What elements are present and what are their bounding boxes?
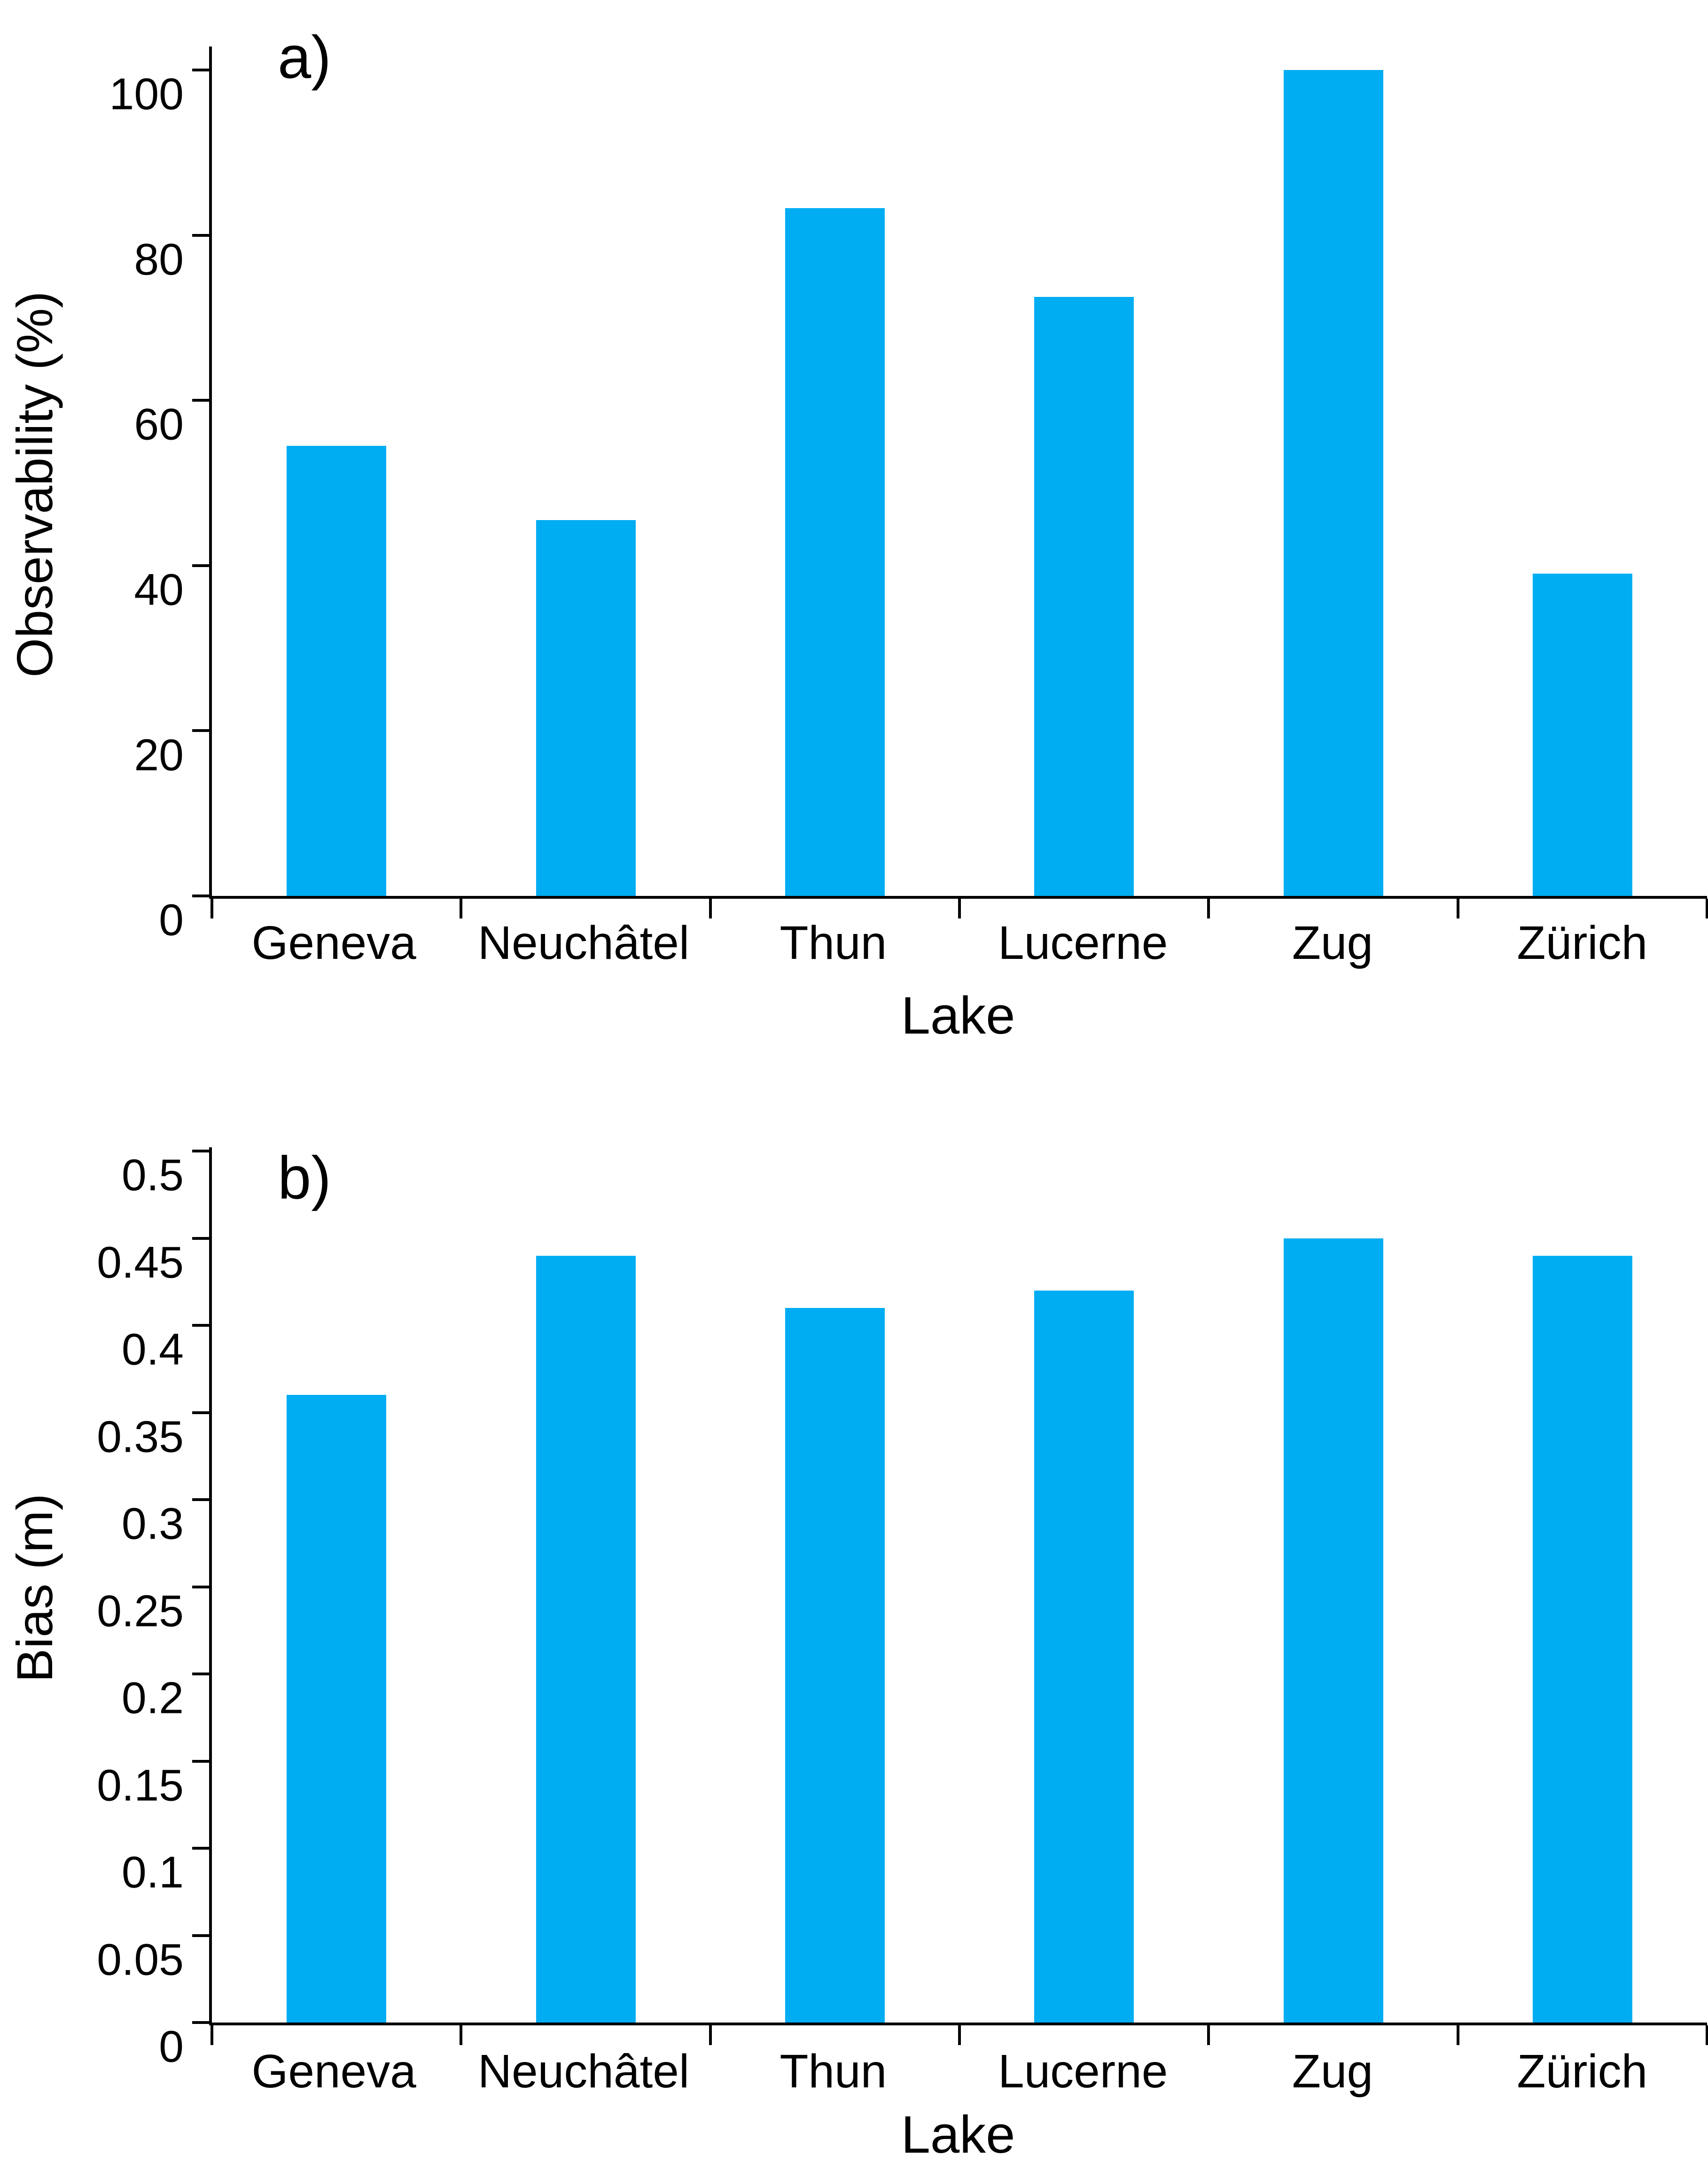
x-axis-tick	[709, 899, 712, 918]
x-category-label-zug: Zug	[1292, 917, 1373, 969]
y-axis-tick	[192, 1759, 209, 1763]
y-tick-label: 0.25	[97, 1586, 184, 1636]
x-axis-tick	[460, 899, 463, 918]
panel-b-letter: b)	[278, 1144, 331, 1212]
x-category-label-zurich: Zürich	[1517, 917, 1648, 969]
y-axis-line-extension	[209, 47, 212, 70]
y-axis-tick	[192, 564, 209, 567]
y-axis-tick	[192, 1585, 209, 1588]
bar-lucerne	[1034, 1290, 1134, 2023]
x-category-label-lucerne: Lucerne	[998, 2045, 1168, 2098]
y-tick-label: 0.3	[121, 1499, 184, 1549]
x-axis-tick	[211, 899, 213, 918]
y-tick-label: 0.1	[121, 1847, 184, 1898]
x-axis-tick	[709, 2025, 712, 2045]
x-axis-tick	[1207, 2025, 1210, 2045]
y-axis-tick	[192, 1150, 209, 1152]
x-category-label-geneva: Geneva	[251, 2045, 416, 2098]
x-axis-tick	[1706, 2025, 1708, 2045]
x-category-label-zug: Zug	[1292, 2045, 1373, 2098]
bar-lucerne	[1034, 297, 1134, 896]
y-tick-label: 0.5	[121, 1150, 184, 1200]
y-tick-label: 100	[109, 69, 184, 119]
x-category-labels-b: Geneva Neuchâtel Thun Lucerne Zug Zürich	[209, 2045, 1707, 2099]
bar-zurich	[1532, 574, 1632, 896]
y-tick-label: 0.2	[121, 1673, 184, 1723]
y-axis-tick	[192, 399, 209, 402]
bar-zug	[1283, 1238, 1383, 2023]
bar-neuchatel	[536, 1255, 636, 2023]
x-axis-tick	[1456, 899, 1459, 918]
y-axis-title-bias: Bias (m)	[6, 1494, 63, 1683]
x-axis-tick	[460, 2025, 463, 2045]
y-axis-tick	[192, 1237, 209, 1240]
bar-thun	[785, 1307, 885, 2023]
x-category-labels-a: Geneva Neuchâtel Thun Lucerne Zug Zürich	[209, 916, 1707, 970]
x-category-label-thun: Thun	[780, 2045, 887, 2098]
y-tick-label: 40	[134, 565, 184, 615]
bar-zug	[1283, 70, 1383, 896]
x-axis-title-lake-a: Lake	[901, 986, 1015, 1045]
y-tick-label: 0.4	[121, 1324, 184, 1375]
x-axis-tick	[1207, 899, 1210, 918]
y-axis-tick	[192, 2021, 209, 2024]
y-axis-tick	[192, 729, 209, 732]
y-tick-label: 60	[134, 399, 184, 450]
bar-neuchatel	[536, 520, 636, 896]
plot-area-a: a) 0 20 40 60 80 100	[109, 28, 1708, 942]
y-tick-label: 0.15	[97, 1760, 184, 1811]
y-tick-label: 0.05	[97, 1935, 184, 1985]
y-tick-label: 80	[134, 234, 184, 285]
x-category-label-zurich: Zürich	[1517, 2045, 1648, 2098]
y-axis-tick	[192, 1934, 209, 1937]
y-axis-tick	[192, 1498, 209, 1501]
bar-zurich	[1532, 1255, 1632, 2023]
y-tick-label: 0	[159, 895, 184, 945]
bar-geneva	[287, 1395, 387, 2023]
x-category-label-neuchatel: Neuchâtel	[477, 2045, 690, 2098]
x-axis-tick	[1456, 2025, 1459, 2045]
y-axis-tick	[192, 233, 209, 237]
y-axis-tick	[192, 1411, 209, 1414]
x-axis-tick	[211, 2025, 213, 2045]
y-tick-label: 0.35	[97, 1412, 184, 1462]
x-axis-title-lake-b: Lake	[901, 2105, 1015, 2163]
bar-thun	[785, 208, 885, 896]
y-axis-line-extension	[209, 1147, 212, 1151]
x-category-label-neuchatel: Neuchâtel	[477, 917, 690, 969]
y-axis-tick	[192, 1847, 209, 1850]
x-category-label-geneva: Geneva	[251, 917, 416, 969]
x-axis-tick	[1706, 899, 1708, 918]
x-category-label-lucerne: Lucerne	[998, 917, 1168, 969]
bar-geneva	[287, 445, 387, 896]
y-axis-tick	[192, 895, 209, 897]
y-axis-tick	[192, 1324, 209, 1327]
x-axis-tick	[958, 2025, 961, 2045]
y-tick-label: 20	[134, 730, 184, 780]
y-tick-label: 0.45	[97, 1237, 184, 1288]
plot-area-b: b) 0 0.05 0.1 0.15 0.2 0.25 0.3 0.35 0.4 0.45 0.5	[97, 1144, 1708, 2069]
panel-a-letter: a)	[278, 24, 331, 91]
y-tick-label: 0	[159, 2022, 184, 2072]
y-axis-tick	[192, 1673, 209, 1675]
x-axis-tick	[958, 899, 961, 918]
x-category-label-thun: Thun	[780, 917, 887, 969]
y-axis-tick	[192, 69, 209, 71]
